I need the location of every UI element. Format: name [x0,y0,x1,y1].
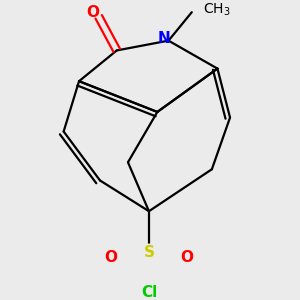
Text: O: O [105,250,118,265]
Text: S: S [143,245,155,260]
Text: Cl: Cl [141,285,157,300]
Text: O: O [180,250,193,265]
Text: O: O [86,5,99,20]
Text: CH$_3$: CH$_3$ [203,2,231,18]
Text: N: N [158,31,171,46]
